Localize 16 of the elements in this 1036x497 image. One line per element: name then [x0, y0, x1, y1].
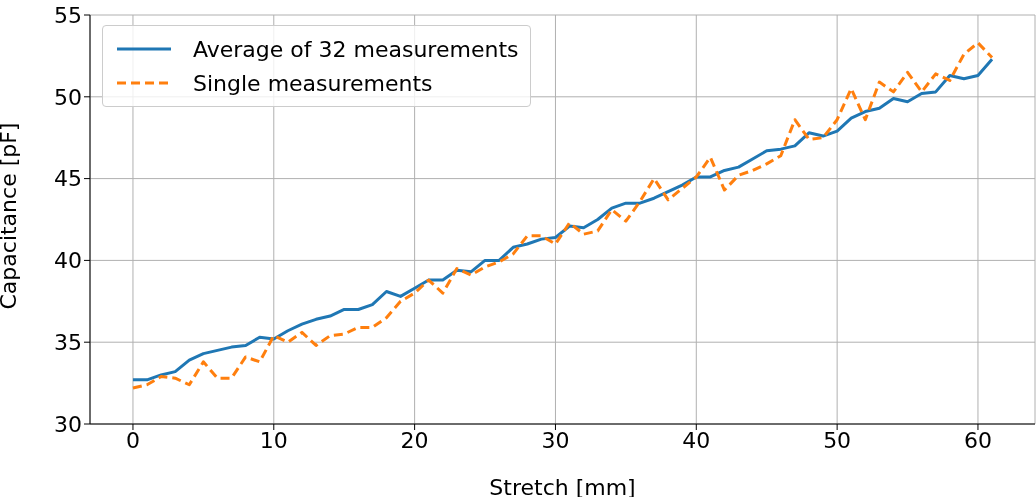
x-tick-label: 30 — [541, 427, 570, 453]
legend-label: Average of 32 measurements — [193, 36, 519, 62]
x-tick-label: 50 — [823, 427, 852, 453]
y-tick-label: 55 — [54, 2, 82, 28]
y-axis-title: Capacitance [pF] — [0, 122, 21, 310]
x-tick-label: 0 — [125, 427, 140, 453]
x-tick-label: 60 — [963, 427, 992, 453]
y-tick-label: 30 — [54, 411, 82, 437]
y-tick-label: 40 — [54, 248, 82, 274]
x-tick-label: 10 — [259, 427, 288, 453]
y-tick-label: 50 — [54, 84, 82, 110]
legend-label: Single measurements — [193, 70, 433, 96]
x-tick-label: 40 — [682, 427, 711, 453]
x-tick-label: 20 — [400, 427, 429, 453]
y-tick-label: 35 — [54, 330, 82, 356]
y-tick-label: 45 — [54, 166, 82, 192]
